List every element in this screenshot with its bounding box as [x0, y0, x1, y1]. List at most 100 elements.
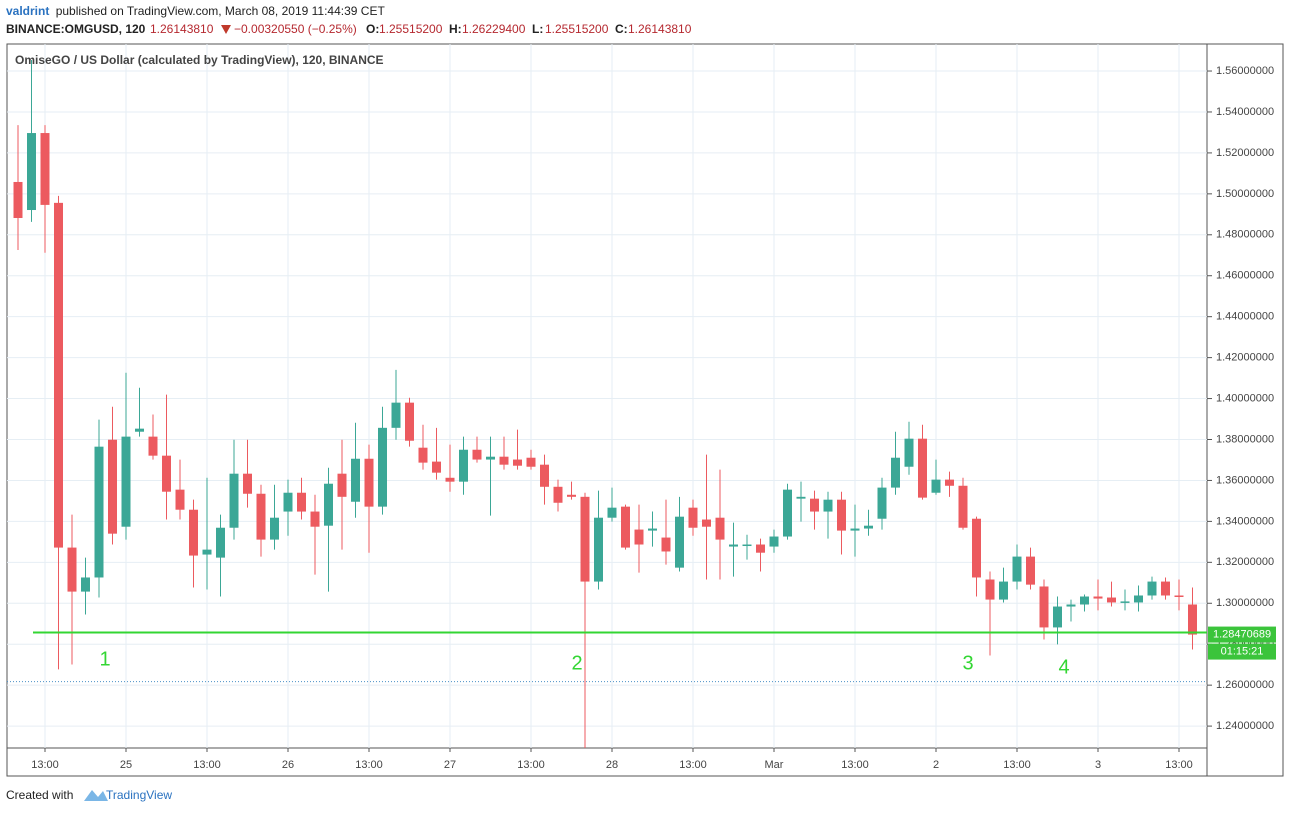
chart-title: OmiseGO / US Dollar (calculated by Tradi… [15, 53, 384, 67]
candle-body [378, 427, 387, 507]
candle-body [999, 581, 1008, 600]
candle-body [94, 446, 104, 578]
ohlc-value: 1.25515200 [379, 22, 443, 36]
candle-body [27, 133, 36, 211]
annotation: 2 [571, 652, 582, 674]
candle-body [229, 473, 239, 528]
candle-body [1134, 595, 1143, 603]
y-tick-label: 1.40000000 [1216, 392, 1274, 404]
price-label-box [1208, 626, 1276, 643]
candle-body [1039, 586, 1049, 628]
x-tick-label: 13:00 [517, 759, 545, 771]
author[interactable]: valdrint [6, 4, 49, 18]
candle-body [1188, 604, 1197, 635]
annotation: 3 [962, 652, 973, 674]
candle-body [648, 528, 657, 531]
candle-body [688, 507, 698, 528]
candle-body [796, 496, 806, 499]
last-price: 1.26143810 [150, 22, 214, 36]
candle-body [162, 455, 171, 492]
ohlc-value: 1.25515200 [545, 22, 609, 36]
candle-body [945, 479, 954, 486]
candle-body [1026, 556, 1035, 585]
countdown-box [1208, 643, 1276, 660]
candle-body [499, 456, 509, 465]
candle-body [67, 547, 77, 592]
x-tick-label: 13:00 [193, 759, 221, 771]
candle-body [1066, 604, 1076, 607]
candle-body [877, 487, 887, 519]
logo [84, 790, 108, 801]
y-tick-label: 1.44000000 [1216, 311, 1274, 323]
y-tick-label: 1.32000000 [1216, 556, 1274, 568]
candle-body [486, 456, 495, 460]
candle-body [202, 549, 212, 555]
candle-body [81, 577, 90, 592]
y-tick-label: 1.30000000 [1216, 597, 1274, 609]
y-tick-label: 1.56000000 [1216, 65, 1274, 77]
candle-body [513, 459, 522, 466]
y-tick-label: 1.50000000 [1216, 188, 1274, 200]
published: published on TradingView.com, March 08, … [56, 4, 386, 18]
candle-body [985, 579, 995, 600]
candle-body [418, 447, 428, 463]
candle-body [918, 438, 927, 498]
x-tick-label: 13:00 [841, 759, 869, 771]
candle-body [567, 494, 576, 497]
candle-body [621, 506, 630, 548]
y-tick-label: 1.54000000 [1216, 106, 1274, 118]
candle-body [216, 527, 225, 558]
y-tick-label: 1.26000000 [1216, 679, 1274, 691]
y-tick-label: 1.24000000 [1216, 720, 1274, 732]
x-tick-label: 3 [1095, 759, 1101, 771]
candle-body [1012, 556, 1022, 582]
ohlc-value: 1.26229400 [462, 22, 526, 36]
x-tick-label: 28 [606, 759, 618, 771]
candle-body [634, 529, 644, 545]
ohlc-values: O: 1.25515200 H: 1.26229400 L: 1.25515200 C: 1.… [366, 22, 692, 36]
candle-body [580, 496, 590, 582]
axes: 1.240000001.260000001.280000001.30000000… [31, 65, 1276, 771]
candle-body [175, 489, 185, 510]
candle-body [54, 202, 63, 548]
candle-body [526, 457, 536, 467]
header-line: valdrint published on TradingView.com, M… [6, 4, 385, 18]
candle-body [256, 493, 266, 540]
ohlc-label: O: [366, 22, 379, 36]
candle-body [1093, 596, 1103, 599]
candle-body [297, 492, 306, 512]
candle-body [661, 537, 671, 552]
x-tick-label: 13:00 [31, 759, 59, 771]
candle-body [13, 181, 23, 219]
ohlc-label: C: [615, 22, 628, 36]
candle-body [337, 473, 347, 497]
candle-body [324, 483, 333, 526]
brand[interactable]: TradingView [106, 788, 172, 802]
ohlc-label: L: [532, 22, 543, 36]
y-tick-label: 1.34000000 [1216, 515, 1274, 527]
candle-body [459, 449, 468, 482]
chart-frame [6, 43, 1284, 777]
candle-body [1053, 606, 1062, 628]
candle-body [189, 509, 198, 556]
candle-body [270, 517, 279, 540]
candle-body [702, 519, 711, 527]
candle-body [310, 511, 320, 527]
x-tick-label: 26 [282, 759, 294, 771]
candle-body [904, 438, 914, 467]
candle-body [1107, 597, 1116, 603]
annotation: 4 [1058, 656, 1069, 678]
candle-body [675, 516, 684, 568]
y-tick-label: 1.42000000 [1216, 352, 1274, 364]
candle-body [364, 458, 374, 507]
y-tick-label: 1.46000000 [1216, 270, 1274, 282]
y-tick-label: 1.48000000 [1216, 229, 1274, 241]
candle-body [121, 436, 131, 527]
y-tick-label: 1.38000000 [1216, 433, 1274, 445]
candle-body [391, 402, 401, 428]
x-tick-label: 13:00 [679, 759, 707, 771]
candle-body [594, 517, 603, 582]
countdown: 01:15:21 [1221, 645, 1264, 657]
